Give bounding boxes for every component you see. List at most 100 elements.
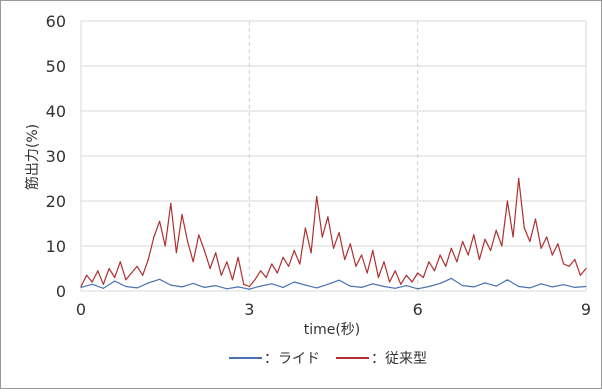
data-point — [383, 285, 385, 288]
data-point — [338, 231, 340, 234]
data-point — [563, 263, 565, 265]
data-point — [574, 258, 576, 261]
data-point — [136, 287, 138, 289]
x-axis-label: time(秒) — [304, 322, 361, 338]
data-point — [484, 282, 486, 284]
x-tick-label: 0 — [76, 300, 86, 319]
data-point — [428, 261, 430, 263]
data-point — [248, 285, 250, 288]
data-point — [203, 286, 205, 288]
data-point — [119, 261, 121, 263]
data-point — [220, 274, 222, 276]
data-point — [445, 265, 447, 267]
data-point — [327, 216, 329, 218]
data-point — [80, 286, 82, 288]
data-point — [495, 229, 497, 231]
data-point — [170, 284, 172, 286]
data-point — [523, 227, 525, 229]
data-point — [467, 254, 469, 256]
x-tick-label: 6 — [413, 300, 423, 319]
data-point — [310, 252, 312, 254]
data-point — [215, 285, 217, 287]
data-point — [450, 277, 452, 279]
data-point — [495, 285, 497, 287]
data-point — [383, 261, 385, 263]
data-point — [501, 245, 503, 247]
data-point — [271, 263, 273, 265]
data-point — [405, 274, 407, 276]
data-point — [439, 254, 441, 256]
data-point — [462, 240, 464, 243]
data-point — [428, 285, 430, 288]
data-point — [102, 287, 104, 289]
data-point — [478, 258, 480, 261]
data-point — [248, 288, 250, 290]
data-point — [400, 283, 402, 285]
data-point — [198, 234, 200, 236]
data-point — [361, 254, 363, 256]
data-point — [260, 270, 262, 272]
data-point — [551, 286, 553, 288]
data-point — [237, 286, 239, 288]
data-point — [349, 285, 351, 287]
data-point — [361, 286, 363, 288]
data-point — [349, 243, 351, 245]
data-point — [568, 265, 570, 267]
data-point — [293, 281, 295, 283]
data-point — [136, 265, 138, 267]
data-point — [231, 279, 234, 281]
data-point — [327, 283, 329, 285]
data-point — [332, 247, 335, 249]
data-point — [551, 254, 553, 256]
data-point — [417, 288, 419, 290]
y-tick-label: 50 — [46, 57, 66, 76]
data-point — [86, 274, 88, 276]
data-point — [114, 276, 116, 279]
y-tick-label: 20 — [46, 192, 66, 211]
data-point — [394, 287, 396, 289]
data-point — [546, 236, 548, 238]
data-point — [394, 270, 396, 272]
data-point — [102, 283, 104, 285]
data-point — [557, 243, 559, 245]
y-tick-label: 30 — [46, 147, 66, 166]
data-point — [506, 200, 508, 202]
data-point — [512, 236, 514, 238]
data-point — [321, 236, 323, 238]
data-point — [484, 238, 486, 240]
data-point — [203, 249, 205, 252]
series-line — [80, 177, 587, 288]
data-point — [579, 274, 582, 276]
y-tick-label: 40 — [46, 102, 66, 121]
data-point — [125, 279, 127, 281]
data-point — [534, 218, 537, 220]
data-point — [243, 283, 245, 285]
data-point — [417, 272, 419, 274]
data-point — [372, 283, 374, 285]
grid-lines — [80, 20, 587, 292]
data-point — [506, 279, 508, 281]
data-point — [299, 263, 301, 265]
data-point — [574, 286, 576, 288]
data-point — [473, 286, 475, 288]
data-point — [91, 281, 93, 283]
data-point — [282, 286, 284, 288]
data-point — [265, 276, 267, 279]
data-point — [518, 285, 520, 288]
data-point — [490, 249, 492, 252]
data-point — [147, 258, 149, 261]
data-point — [316, 287, 318, 289]
series-group — [80, 177, 587, 290]
data-point — [164, 245, 166, 247]
y-tick-label: 10 — [46, 237, 66, 256]
data-point — [215, 252, 217, 254]
series-line — [80, 277, 587, 290]
data-point — [226, 261, 228, 263]
data-point — [450, 247, 452, 249]
data-point — [529, 240, 531, 243]
data-point — [405, 285, 407, 287]
x-axis: 0 3 6 9 — [76, 300, 591, 319]
data-point — [372, 249, 374, 252]
x-tick-label: 3 — [244, 300, 254, 319]
